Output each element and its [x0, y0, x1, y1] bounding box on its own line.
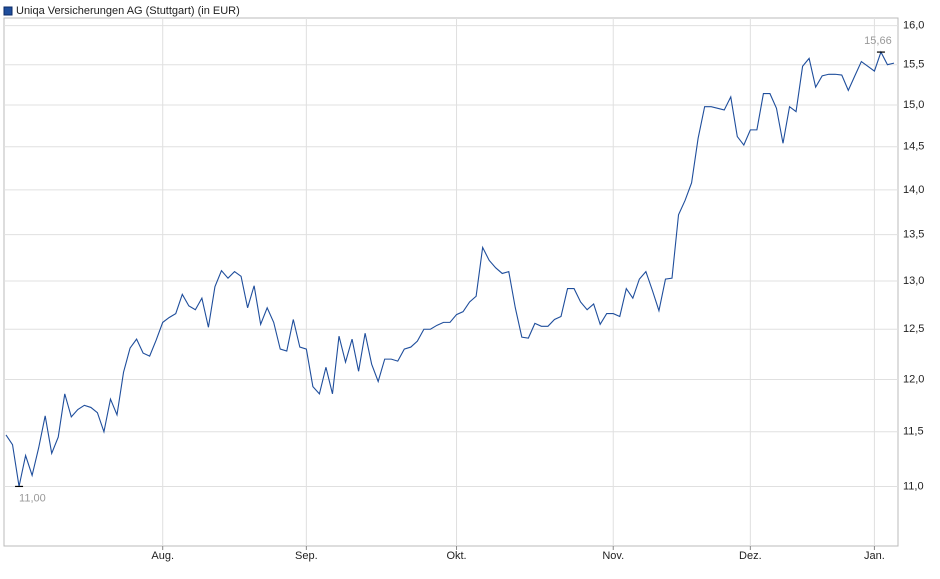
legend-swatch: [3, 6, 13, 16]
y-tick-label: 15,5: [903, 59, 924, 71]
y-tick-label: 14,0: [903, 184, 924, 196]
y-tick-label: 12,0: [903, 373, 924, 385]
x-tick-label: Dez.: [739, 550, 762, 562]
x-tick-label: Jan.: [864, 550, 885, 562]
extreme-label: 11,00: [19, 492, 46, 504]
y-tick-label: 14,5: [903, 141, 924, 153]
x-tick-label: Sep.: [295, 550, 318, 562]
legend-label: Uniqa Versicherungen AG (Stuttgart) (in …: [16, 5, 240, 17]
y-tick-label: 13,0: [903, 275, 924, 287]
y-tick-label: 15,0: [903, 99, 924, 111]
y-tick-label: 13,5: [903, 229, 924, 241]
x-tick-label: Nov.: [602, 550, 624, 562]
y-tick-label: 16,0: [903, 20, 924, 32]
y-tick-label: 12,5: [903, 323, 924, 335]
y-tick-label: 11,5: [903, 426, 924, 438]
plot-frame: [3, 17, 899, 547]
x-tick-label: Okt.: [446, 550, 466, 562]
x-tick-label: Aug.: [151, 550, 174, 562]
price-line: [5, 50, 895, 487]
extreme-label: 15,66: [864, 35, 892, 47]
y-tick-label: 11,0: [903, 480, 924, 492]
